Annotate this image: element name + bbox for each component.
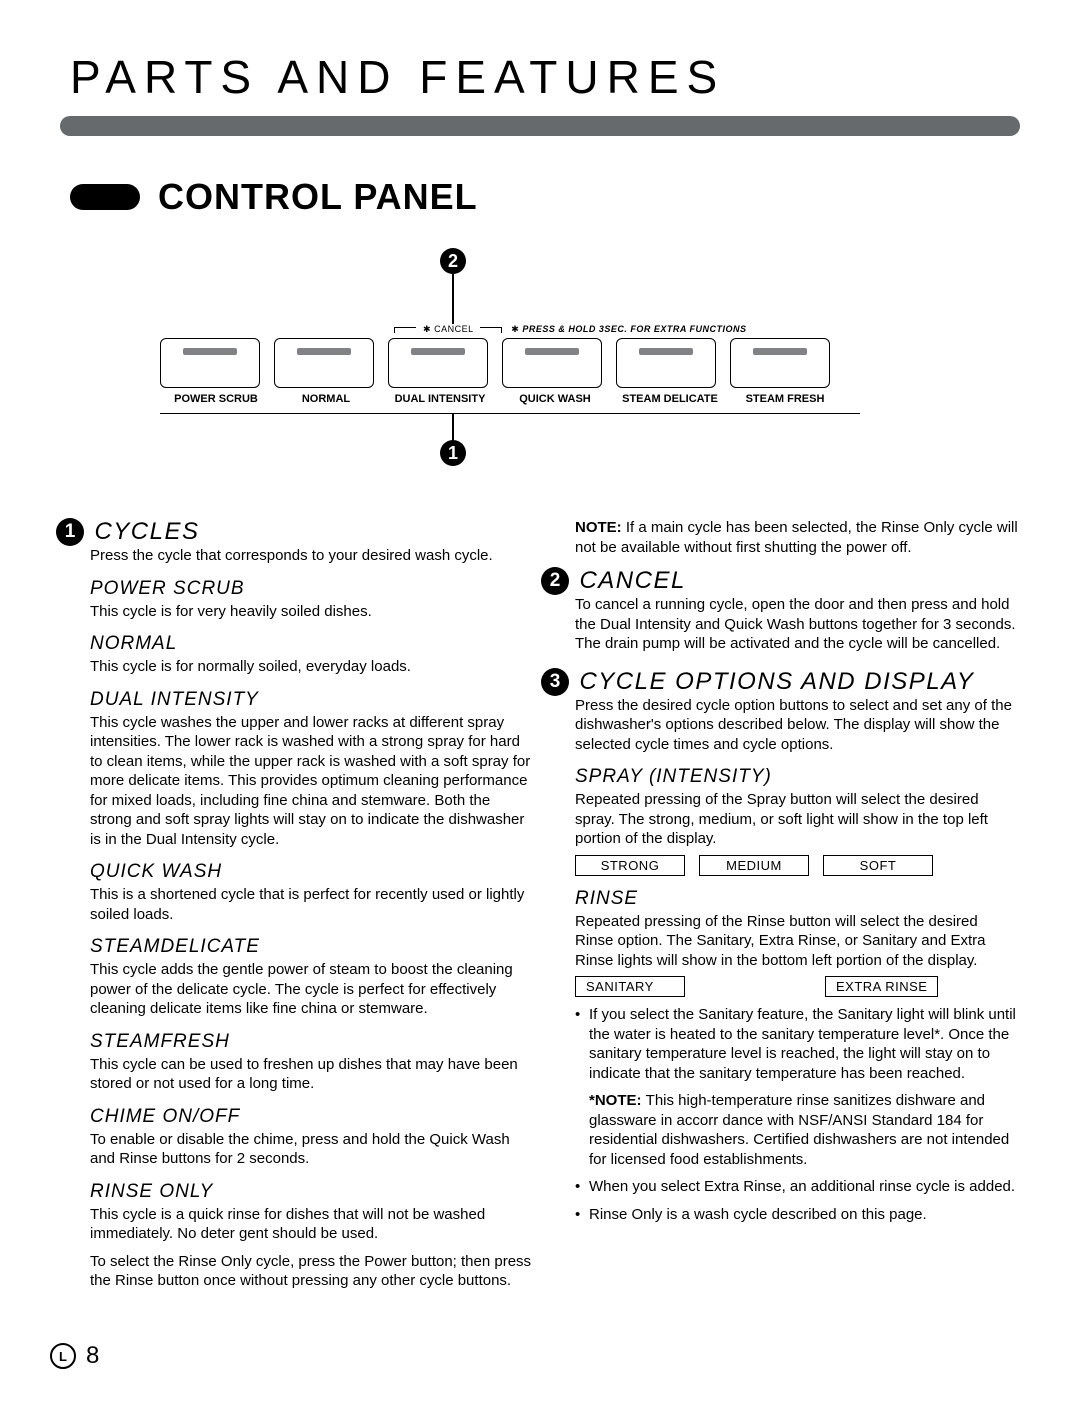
spray-option-row: STRONG MEDIUM SOFT	[575, 855, 1020, 876]
cycles-heading: CYCLES	[94, 518, 199, 546]
power-scrub-heading: POWER SCRUB	[90, 578, 535, 600]
rinse-only-heading: RINSE ONLY	[90, 1181, 535, 1203]
right-column: NOTE: If a main cycle has been selected,…	[575, 518, 1020, 1293]
spray-option: MEDIUM	[699, 855, 809, 876]
cycle-options-heading: CYCLE OPTIONS AND DISPLAY	[579, 668, 974, 696]
section-pill	[70, 184, 140, 210]
panel-label: NORMAL	[272, 393, 380, 405]
sub-note: *NOTE: This high-temperature rinse sanit…	[589, 1091, 1020, 1169]
note-text: If a main cycle has been selected, the R…	[575, 519, 1018, 556]
note-paragraph: NOTE: If a main cycle has been selected,…	[575, 518, 1020, 557]
panel-label: QUICK WASH	[500, 393, 610, 405]
spray-text: Repeated pressing of the Spray button wi…	[575, 790, 1020, 849]
rinse-option-row: SANITARY EXTRA RINSE	[575, 976, 1020, 997]
hold-label: PRESS & HOLD 3SEC. FOR EXTRA FUNCTIONS	[522, 324, 746, 334]
panel-label: STEAM FRESH	[730, 393, 840, 405]
body-columns: 1 CYCLES Press the cycle that correspond…	[60, 518, 1020, 1293]
steamfresh-heading: STEAMFRESH	[90, 1031, 535, 1053]
panel-button	[274, 338, 374, 388]
panel-button	[730, 338, 830, 388]
spray-option: STRONG	[575, 855, 685, 876]
cancel-brace-label: CANCEL	[434, 324, 473, 334]
panel-button	[160, 338, 260, 388]
page-title: PARTS AND FEATURES	[70, 50, 1020, 104]
quick-wash-text: This is a shortened cycle that is perfec…	[90, 885, 535, 924]
power-scrub-text: This cycle is for very heavily soiled di…	[90, 602, 535, 622]
normal-heading: NORMAL	[90, 633, 535, 655]
callout-1-circle: 1	[440, 440, 466, 466]
page-footer: L 8	[50, 1342, 99, 1370]
bullet-item: If you select the Sanitary feature, the …	[589, 1005, 1020, 1083]
sub-note-prefix: *NOTE:	[589, 1092, 646, 1109]
star-icon: ✱	[511, 324, 519, 334]
cancel-heading: CANCEL	[579, 567, 685, 595]
steamdelicate-text: This cycle adds the gentle power of stea…	[90, 960, 535, 1019]
rinse-bullets-2: When you select Extra Rinse, an addition…	[575, 1177, 1020, 1224]
rinse-only-text-1: This cycle is a quick rinse for dishes t…	[90, 1205, 535, 1244]
rinse-text: Repeated pressing of the Rinse button wi…	[575, 912, 1020, 971]
chime-heading: CHIME ON/OFF	[90, 1106, 535, 1128]
panel-label: STEAM DELICATE	[610, 393, 730, 405]
panel-label: POWER SCRUB	[160, 393, 272, 405]
page-number: 8	[86, 1342, 99, 1370]
sub-note-text: This high-temperature rinse sanitizes di…	[589, 1092, 1009, 1168]
callout-1-line	[452, 414, 454, 442]
title-bar	[60, 116, 1020, 136]
note-prefix: NOTE:	[575, 519, 626, 536]
cycle-options-text: Press the desired cycle option buttons t…	[575, 696, 1020, 755]
cancel-brace: ✱ CANCEL ✱ PRESS & HOLD 3SEC. FOR EXTRA …	[394, 324, 747, 335]
bullet-item: When you select Extra Rinse, an addition…	[589, 1177, 1020, 1197]
cycles-intro: Press the cycle that corresponds to your…	[90, 546, 535, 566]
section-title: CONTROL PANEL	[158, 176, 478, 218]
callout-2-inline: 2	[541, 567, 569, 595]
left-column: 1 CYCLES Press the cycle that correspond…	[60, 518, 535, 1293]
callout-2-line	[452, 274, 454, 324]
panel-divider	[160, 413, 860, 414]
spray-heading: SPRAY (INTENSITY)	[575, 766, 1020, 788]
chime-text: To enable or disable the chime, press an…	[90, 1130, 535, 1169]
dual-intensity-heading: DUAL INTENSITY	[90, 689, 535, 711]
dual-intensity-text: This cycle washes the upper and lower ra…	[90, 713, 535, 850]
steamdelicate-heading: STEAMDELICATE	[90, 936, 535, 958]
panel-button	[616, 338, 716, 388]
bullet-item: Rinse Only is a wash cycle described on …	[589, 1205, 1020, 1225]
cancel-text: To cancel a running cycle, open the door…	[575, 595, 1020, 654]
panel-labels: POWER SCRUB NORMAL DUAL INTENSITY QUICK …	[160, 393, 840, 405]
spray-option: SOFT	[823, 855, 933, 876]
steamfresh-text: This cycle can be used to freshen up dis…	[90, 1055, 535, 1094]
star-icon: ✱	[423, 324, 431, 334]
rinse-heading: RINSE	[575, 888, 1020, 910]
panel-button	[388, 338, 488, 388]
rinse-bullets: If you select the Sanitary feature, the …	[575, 1005, 1020, 1083]
quick-wash-heading: QUICK WASH	[90, 861, 535, 883]
callout-1-inline: 1	[56, 518, 84, 546]
rinse-option: SANITARY	[575, 976, 685, 997]
panel-button	[502, 338, 602, 388]
callout-3-inline: 3	[541, 668, 569, 696]
normal-text: This cycle is for normally soiled, every…	[90, 657, 535, 677]
panel-label: DUAL INTENSITY	[380, 393, 500, 405]
rinse-only-text-2: To select the Rinse Only cycle, press th…	[90, 1252, 535, 1291]
rinse-option: EXTRA RINSE	[825, 976, 938, 997]
control-panel-diagram: 2 ✱ CANCEL ✱ PRESS & HOLD 3SEC. FOR EXTR…	[160, 248, 920, 468]
callout-2-circle: 2	[440, 248, 466, 274]
section-header: CONTROL PANEL	[70, 176, 1020, 218]
panel-button-row	[160, 338, 830, 388]
lg-logo-icon: L	[50, 1343, 76, 1369]
